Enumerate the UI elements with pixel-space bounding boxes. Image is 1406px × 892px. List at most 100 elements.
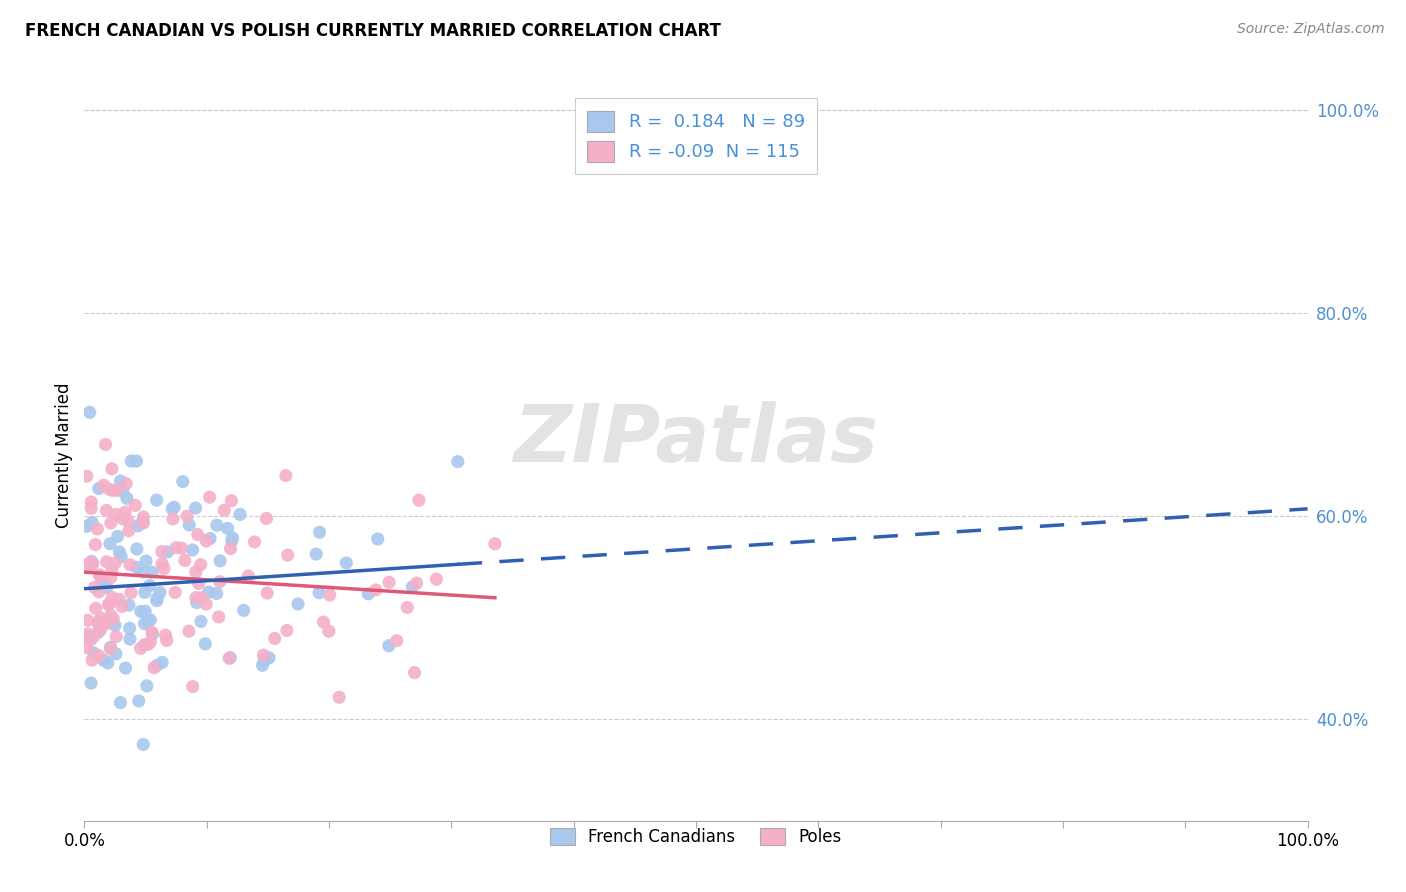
Point [205,518,228,533]
Point [401,580,423,594]
Point [156,633,179,648]
Point [132,565,155,579]
Point [335,556,357,570]
Point [89,568,111,582]
Point [79,556,101,570]
Point [87,585,110,599]
Point [87,615,110,629]
Point [129,641,152,656]
Point [135,554,157,568]
Point [378,575,401,590]
Point [87,625,110,640]
Point [107,529,129,543]
Point [82,516,104,530]
Point [184,500,207,515]
Point [179,518,201,533]
Point [80,632,103,647]
Point [118,524,141,538]
Point [76,469,98,483]
Point [87,482,110,496]
Point [105,630,128,644]
Point [218,651,240,665]
Point [208,574,231,589]
Point [125,541,148,556]
Point [96,555,118,569]
Point [118,632,141,646]
Point [83,581,105,595]
Point [97,656,120,670]
Point [238,569,260,583]
Point [100,640,122,655]
Point [170,541,193,555]
Point [378,639,401,653]
Point [115,491,138,506]
Point [190,591,212,605]
Point [219,650,242,665]
Point [138,579,160,593]
Point [100,608,122,623]
Point [172,475,194,489]
Point [141,566,163,580]
Point [87,648,110,663]
Point [221,534,243,549]
Point [198,532,221,546]
Point [82,630,104,644]
Point [312,615,335,629]
Point [149,585,172,599]
Point [127,518,149,533]
Point [97,598,120,612]
Point [146,593,169,607]
Point [187,527,209,541]
Point [110,549,132,564]
Point [186,596,208,610]
Point [129,604,152,618]
Point [104,618,127,632]
Point [396,600,419,615]
Point [80,653,103,667]
Point [136,614,159,628]
Point [100,516,122,530]
Point [96,581,118,595]
Point [160,501,183,516]
Point [91,574,114,589]
Point [257,650,280,665]
Point [128,694,150,708]
Point [141,625,163,640]
Point [101,564,124,578]
Point [243,535,266,549]
Point [308,525,330,540]
Point [108,545,131,559]
Point [135,679,157,693]
Point [145,493,167,508]
Point [139,613,162,627]
Point [256,586,278,600]
Point [115,476,138,491]
Point [253,653,276,667]
Point [221,493,243,508]
Point [111,484,134,499]
Text: Source: ZipAtlas.com: Source: ZipAtlas.com [1237,22,1385,37]
Point [221,531,243,545]
Point [105,508,128,522]
Point [80,676,103,690]
Text: FRENCH CANADIAN VS POLISH CURRENTLY MARRIED CORRELATION CHART: FRENCH CANADIAN VS POLISH CURRENTLY MARR… [25,22,721,40]
Point [120,454,142,468]
Point [150,656,173,670]
Point [132,516,155,530]
Point [134,604,156,618]
Point [190,558,212,572]
Point [76,640,98,655]
Point [98,611,121,625]
Point [100,641,122,656]
Point [308,585,330,599]
Point [484,537,506,551]
Point [118,599,141,613]
Point [328,690,350,705]
Point [195,534,218,549]
Point [76,627,98,641]
Point [404,665,426,680]
Point [146,591,169,606]
Point [163,500,186,515]
Point [176,509,198,524]
Point [150,557,173,571]
